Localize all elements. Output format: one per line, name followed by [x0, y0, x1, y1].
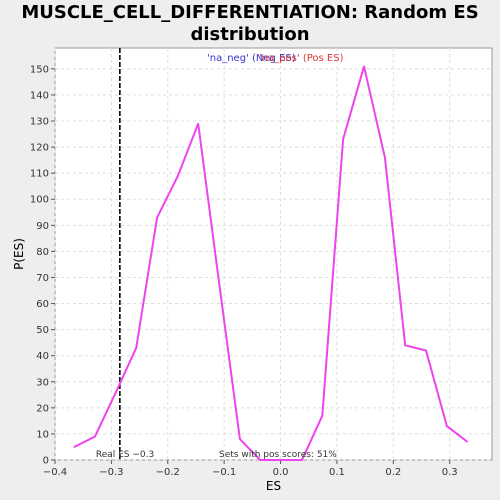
- series-line: [73, 66, 468, 461]
- chart-title: MUSCLE_CELL_DIFFERENTIATION: Random ES d…: [0, 2, 500, 46]
- legend-neg-label: 'na_neg' (Neg ES): [207, 53, 296, 64]
- grid: [54, 48, 492, 461]
- y-tick-label: 90: [36, 221, 49, 232]
- y-tick-label: 100: [30, 195, 49, 206]
- data-point: [259, 459, 262, 461]
- y-axis-ticks: 0 10 20 30 40 50 60 70 80 90 100 110 120 130 140 150: [30, 64, 55, 467]
- x-tick-label: 0.2: [385, 467, 401, 478]
- chart-title-line2: distribution: [190, 24, 310, 45]
- y-tick-label: 130: [30, 117, 49, 128]
- x-tick-label: 0.3: [442, 467, 458, 478]
- x-tick-label: −0.2: [156, 467, 180, 478]
- real-es-label: Real ES −0.3: [96, 450, 154, 460]
- series-points: [73, 65, 468, 461]
- y-tick-label: 80: [36, 247, 49, 258]
- data-point: [280, 459, 282, 461]
- data-point: [384, 156, 386, 159]
- data-point: [135, 347, 137, 349]
- y-tick-label: 30: [36, 377, 49, 388]
- data-point: [177, 174, 179, 177]
- data-point: [301, 459, 303, 461]
- x-tick-label: −0.1: [212, 467, 236, 478]
- data-point: [115, 391, 117, 394]
- y-tick-label: 70: [36, 273, 49, 284]
- y-tick-label: 110: [30, 169, 49, 180]
- data-point: [73, 446, 75, 448]
- y-tick-label: 40: [36, 351, 49, 362]
- x-axis-label: ES: [266, 479, 281, 493]
- pos-scores-note: Sets with pos scores: 51%: [219, 450, 337, 460]
- data-point: [197, 122, 200, 125]
- plot-area: [54, 47, 493, 461]
- y-tick-label: 60: [36, 299, 49, 310]
- data-point: [218, 281, 220, 284]
- data-point: [156, 216, 158, 219]
- data-point: [363, 65, 365, 68]
- y-tick-label: 140: [30, 90, 49, 101]
- data-point: [342, 138, 344, 141]
- data-point: [404, 344, 406, 347]
- x-tick-label: −0.3: [99, 467, 123, 478]
- x-tick-label: 0.0: [273, 467, 289, 478]
- data-point: [466, 440, 468, 443]
- y-axis-label: P(ES): [12, 238, 26, 270]
- data-point: [321, 414, 324, 417]
- legend-pos-label: 'na_pos' (Pos ES): [259, 53, 344, 64]
- data-point: [425, 349, 427, 352]
- data-point: [94, 435, 96, 438]
- y-tick-label: 150: [30, 64, 49, 75]
- data-point: [446, 425, 448, 427]
- x-tick-label: −0.4: [43, 467, 67, 478]
- y-tick-label: 0: [43, 456, 49, 467]
- y-tick-label: 50: [36, 325, 49, 336]
- y-tick-label: 20: [36, 403, 49, 414]
- x-axis-ticks: −0.4 −0.3 −0.2 −0.1 0.0 0.1 0.2 0.3: [43, 460, 458, 478]
- y-tick-label: 120: [30, 143, 49, 154]
- chart-title-line1: MUSCLE_CELL_DIFFERENTIATION: Random ES: [21, 2, 479, 23]
- x-tick-label: 0.1: [329, 467, 345, 478]
- y-tick-label: 10: [36, 429, 49, 440]
- data-point: [239, 438, 241, 440]
